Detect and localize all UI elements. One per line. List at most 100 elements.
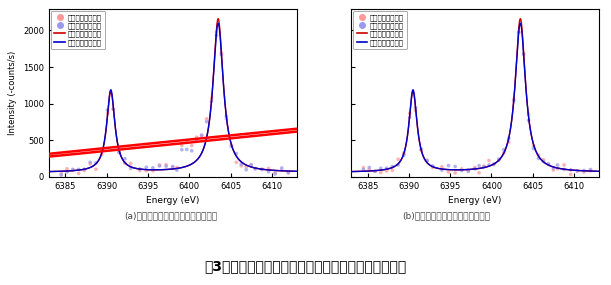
Y-axis label: Intensity (-counts/s): Intensity (-counts/s) — [9, 50, 18, 135]
Point — [103, 111, 112, 116]
Point — [207, 96, 216, 101]
Point — [359, 165, 368, 170]
Point — [387, 164, 397, 169]
Point — [227, 144, 236, 148]
Point — [251, 167, 260, 171]
Point — [216, 51, 226, 55]
Point — [246, 163, 256, 167]
Point — [192, 135, 202, 139]
Point — [161, 164, 171, 168]
Text: (a)過歴電子の効果を考慮しない場合: (a)過歴電子の効果を考慮しない場合 — [125, 211, 218, 220]
Point — [168, 164, 178, 169]
Point — [470, 166, 480, 171]
Point — [141, 165, 151, 170]
Point — [197, 133, 207, 138]
Point — [484, 163, 494, 167]
Point — [393, 163, 403, 167]
Point — [479, 164, 489, 169]
Point — [56, 173, 66, 177]
Point — [428, 165, 437, 170]
Point — [579, 170, 589, 174]
Point — [370, 169, 380, 174]
Point — [227, 143, 236, 147]
Point — [509, 98, 519, 103]
Point — [519, 52, 529, 57]
Point — [177, 143, 187, 148]
Point — [437, 168, 447, 172]
Point — [489, 162, 499, 166]
Point — [457, 168, 467, 173]
Point — [103, 108, 112, 112]
Point — [155, 164, 164, 168]
Point — [270, 170, 280, 175]
Point — [422, 158, 432, 163]
Point — [376, 166, 386, 171]
Point — [86, 162, 95, 166]
Point — [538, 157, 548, 162]
Point — [524, 112, 533, 117]
Point — [364, 167, 374, 172]
Point — [399, 151, 409, 155]
Point — [232, 160, 241, 165]
Point — [97, 149, 106, 153]
Point — [148, 166, 158, 170]
Point — [393, 157, 403, 162]
Point — [141, 168, 151, 173]
Point — [108, 107, 118, 111]
Point — [463, 169, 473, 174]
Point — [529, 146, 538, 151]
Point — [202, 119, 211, 124]
Point — [120, 156, 130, 161]
Point — [108, 107, 118, 112]
Point — [177, 147, 187, 152]
Point — [187, 148, 197, 153]
Point — [470, 165, 480, 170]
Point — [411, 108, 420, 113]
Point — [573, 168, 582, 173]
Point — [257, 167, 267, 172]
Point — [514, 30, 524, 34]
Point — [533, 153, 543, 157]
Point — [382, 166, 392, 170]
Point — [172, 165, 181, 170]
Point — [411, 105, 420, 110]
Point — [91, 160, 101, 165]
Point — [444, 163, 453, 168]
Point — [549, 166, 558, 170]
Point — [416, 147, 426, 152]
Point — [148, 168, 158, 173]
Point — [222, 117, 232, 121]
Point — [187, 143, 197, 148]
Point — [566, 172, 576, 177]
Point — [416, 148, 426, 152]
Point — [74, 171, 84, 176]
Point — [585, 168, 595, 173]
Point — [437, 164, 447, 169]
Point — [519, 51, 529, 56]
Point — [370, 169, 380, 174]
Point — [232, 151, 241, 156]
Point — [499, 150, 509, 155]
Point — [405, 115, 415, 120]
Point — [387, 168, 397, 172]
Legend: 右円偏光（実験）, 左円偏光（実験）, 右円偏光（計算）, 左円偏光（計算）: 右円偏光（実験）, 左円偏光（実験）, 右円偏光（計算）, 左円偏光（計算） — [51, 11, 105, 49]
Point — [489, 162, 499, 167]
Point — [216, 52, 226, 57]
Point — [211, 30, 221, 34]
Point — [120, 161, 130, 165]
Point — [68, 167, 78, 172]
Point — [168, 164, 178, 169]
Point — [474, 163, 484, 168]
Point — [207, 99, 216, 104]
Point — [263, 166, 273, 171]
Point — [444, 170, 453, 174]
Point — [524, 118, 533, 123]
Point — [504, 136, 514, 141]
Point — [202, 117, 211, 121]
Point — [79, 167, 89, 172]
Point — [277, 166, 287, 170]
Legend: 右円偏光（実験）, 左円偏光（実験）, 右円偏光（計算）, 左円偏光（計算）: 右円偏光（実験）, 左円偏光（実験）, 右円偏光（計算）, 左円偏光（計算） — [353, 11, 408, 49]
Point — [399, 153, 409, 158]
Point — [544, 162, 554, 167]
Point — [552, 166, 562, 171]
